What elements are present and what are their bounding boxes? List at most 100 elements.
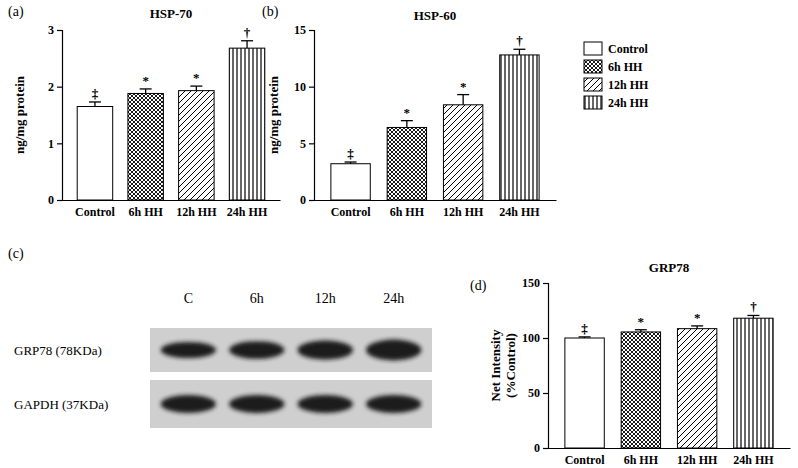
blot-band xyxy=(229,341,284,359)
tick-label: 50 xyxy=(528,386,540,400)
tick-label: 6h HH xyxy=(624,453,659,467)
bar xyxy=(128,93,163,200)
error-bar xyxy=(145,89,146,94)
lane-label: 24h xyxy=(383,291,404,306)
plot-area xyxy=(331,49,539,200)
bar xyxy=(621,332,660,448)
tick: 50 xyxy=(528,386,548,400)
significance-marker: † xyxy=(750,299,757,314)
error-cap xyxy=(691,325,703,326)
error-cap xyxy=(401,120,413,121)
error-cap xyxy=(513,49,525,50)
bar-chart: ‡**†0123Control6h HH12h HH24h HHHSP-70ng… xyxy=(8,4,281,219)
panel-label: (c) xyxy=(8,246,24,262)
bar-chart: ‡**†050100150Control6h HH12h HH24h HHGRP… xyxy=(470,260,791,467)
tick: 12h HH xyxy=(443,200,484,219)
row-label: GAPDH (37KDa) xyxy=(14,397,108,412)
bar xyxy=(443,105,482,200)
significance-marker: * xyxy=(694,310,701,325)
bar xyxy=(77,107,112,201)
error-cap xyxy=(241,40,253,41)
significance-marker: † xyxy=(244,25,251,40)
tick: 24h HH xyxy=(499,200,540,219)
legend-swatch xyxy=(584,60,602,73)
tick-mark xyxy=(57,30,62,31)
chart-title: HSP-60 xyxy=(414,8,457,23)
error-cap xyxy=(457,94,469,95)
error-cap xyxy=(747,315,759,316)
x-axis: Control 6h HH 12h HH 24h HH xyxy=(315,200,557,219)
tick-label: 6h HH xyxy=(128,205,163,219)
tick-label: 150 xyxy=(522,276,540,290)
tick-label: 15 xyxy=(294,23,306,37)
error-cap xyxy=(140,88,152,89)
legend-swatch xyxy=(584,42,602,55)
axis-line xyxy=(63,200,281,201)
tick-label: 0 xyxy=(48,193,54,207)
tick-label: 12h HH xyxy=(677,453,718,467)
significance-marker: * xyxy=(404,105,411,120)
blot-band xyxy=(229,395,284,413)
chart-title: GRP78 xyxy=(649,260,690,275)
error-bar xyxy=(196,86,197,91)
legend-label: 6h HH xyxy=(608,60,643,74)
panel-label: (d) xyxy=(470,278,487,294)
error-cap xyxy=(190,85,202,86)
tick-label: Control xyxy=(75,205,115,219)
tick: 12h HH xyxy=(677,448,718,467)
legend-label: 12h HH xyxy=(608,78,649,92)
bar xyxy=(179,91,214,200)
error-bar xyxy=(406,121,407,128)
tick-mark xyxy=(309,200,314,201)
significance-marker: * xyxy=(142,73,149,88)
tick: 6h HH xyxy=(624,448,659,467)
tick: 150 xyxy=(522,276,548,290)
y-axis: 0123 xyxy=(48,23,63,207)
tick-mark xyxy=(57,200,62,201)
axis-line xyxy=(543,284,549,449)
blot-band xyxy=(298,395,353,413)
tick-mark xyxy=(543,393,548,394)
tick: 0 xyxy=(48,193,62,207)
figure: ‡**†0123Control6h HH12h HH24h HHHSP-70ng… xyxy=(0,0,798,468)
error-bar xyxy=(519,49,520,55)
row-label: GRP78 (78KDa) xyxy=(14,343,102,358)
significance-marker: ‡ xyxy=(92,86,99,101)
chart-title: HSP-70 xyxy=(150,6,193,21)
tick: 0 xyxy=(300,193,314,207)
tick: 1 xyxy=(48,137,62,151)
tick-label: 2 xyxy=(48,80,54,94)
significance-marker: ‡ xyxy=(347,146,354,161)
significance-marker: † xyxy=(516,33,523,48)
blot-band xyxy=(366,395,421,413)
axis-line xyxy=(315,200,557,201)
tick: 100 xyxy=(522,331,548,345)
legend-label: Control xyxy=(608,42,648,56)
tick: 6h HH xyxy=(390,200,425,219)
error-cap xyxy=(635,329,647,330)
error-cap xyxy=(579,336,591,337)
panel-label: (b) xyxy=(262,4,279,20)
error-bar xyxy=(94,102,95,107)
axis-line xyxy=(57,31,63,201)
blot-band xyxy=(366,340,421,361)
tick-label: 12h HH xyxy=(443,205,484,219)
y-axis-title: ng/mg protein xyxy=(12,75,27,154)
legend-swatch xyxy=(584,78,602,91)
lane-label: C xyxy=(184,291,193,306)
tick-label: 10 xyxy=(294,80,306,94)
tick: 12h HH xyxy=(176,200,217,219)
tick: 5 xyxy=(300,137,314,151)
tick-label: Control xyxy=(565,453,605,467)
tick-mark xyxy=(57,87,62,88)
western-blot: C6h12h24hGRP78 (78KDa)GAPDH (37KDa)(c) xyxy=(8,246,432,428)
error-bar xyxy=(462,95,463,105)
tick: 6h HH xyxy=(128,200,163,219)
bar xyxy=(677,329,716,448)
tick: Control xyxy=(331,200,371,219)
blot-band xyxy=(161,342,216,358)
bar xyxy=(734,318,773,448)
tick-label: 0 xyxy=(534,441,540,455)
bar xyxy=(229,48,264,200)
tick-mark xyxy=(543,283,548,284)
